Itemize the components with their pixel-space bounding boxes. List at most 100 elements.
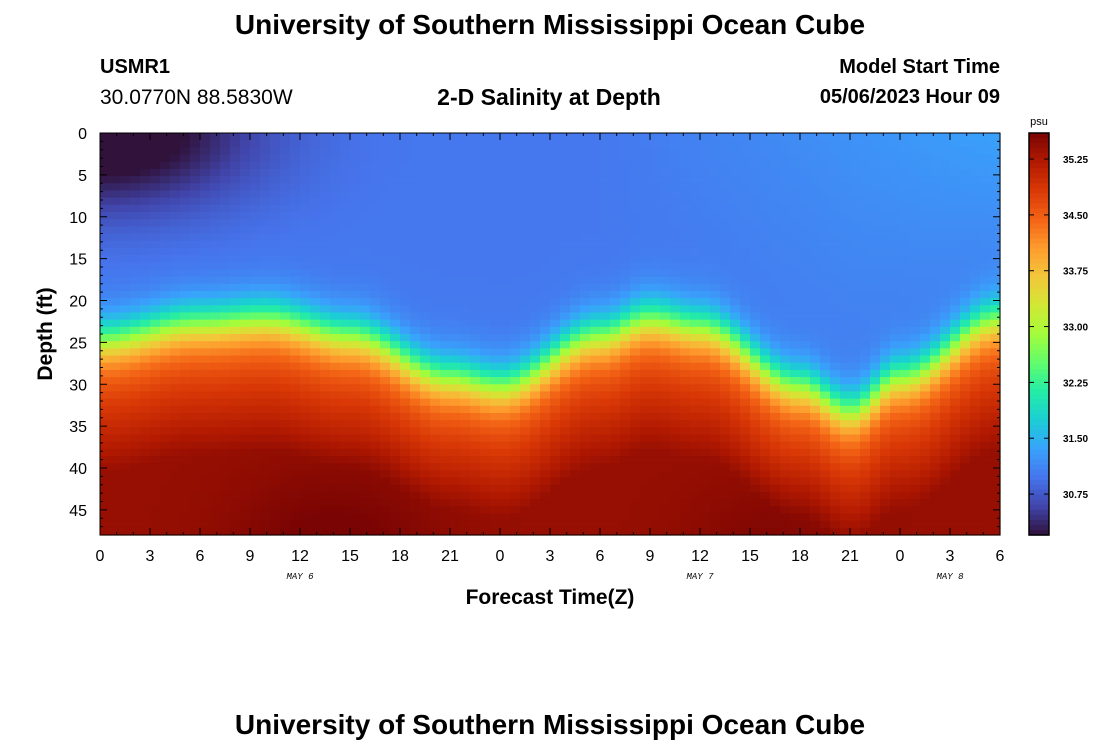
heatmap-cell: [360, 276, 371, 285]
heatmap-cell: [580, 161, 591, 170]
heatmap-cell: [720, 456, 731, 464]
heatmap-cell: [440, 420, 451, 428]
heatmap-cell: [820, 513, 831, 522]
heatmap-cell: [740, 197, 751, 206]
heatmap-cell: [270, 441, 281, 450]
heatmap-cell: [300, 161, 311, 170]
heatmap-cell: [740, 470, 751, 479]
heatmap-cell: [920, 211, 931, 220]
heatmap-cell: [440, 484, 451, 493]
heatmap-cell: [380, 434, 391, 443]
heatmap-cell: [880, 219, 891, 227]
heatmap-cell: [520, 247, 531, 256]
heatmap-cell: [210, 348, 221, 357]
heatmap-cell: [720, 226, 731, 235]
heatmap-cell: [150, 140, 161, 148]
heatmap-cell: [770, 240, 781, 249]
heatmap-cell: [160, 441, 171, 450]
heatmap-cell: [370, 298, 381, 306]
heatmap-cell: [700, 154, 711, 163]
heatmap-cell: [950, 348, 961, 357]
heatmap-cell: [290, 290, 301, 299]
heatmap-cell: [320, 470, 331, 479]
heatmap-cell: [750, 190, 761, 199]
heatmap-cell: [440, 520, 451, 529]
heatmap-cell: [390, 133, 401, 141]
heatmap-cell: [840, 384, 851, 393]
heatmap-cell: [340, 434, 351, 443]
heatmap-cell: [740, 420, 751, 428]
heatmap-cell: [690, 427, 701, 436]
heatmap-cell: [360, 176, 371, 184]
heatmap-cell: [480, 154, 491, 163]
heatmap-cell: [850, 484, 861, 493]
heatmap-cell: [660, 283, 671, 292]
heatmap-cell: [480, 312, 491, 321]
heatmap-cell: [280, 161, 291, 170]
heatmap-cell: [380, 384, 391, 393]
heatmap-cell: [780, 283, 791, 292]
heatmap-cell: [220, 412, 231, 421]
heatmap-cell: [170, 405, 181, 414]
heatmap-cell: [970, 240, 981, 249]
heatmap-cell: [980, 506, 991, 515]
heatmap-cell: [310, 161, 321, 170]
heatmap-cell: [410, 448, 421, 457]
heatmap-cell: [440, 441, 451, 450]
heatmap-cell: [870, 283, 881, 292]
heatmap-cell: [340, 355, 351, 364]
heatmap-cell: [750, 341, 761, 349]
heatmap-cell: [980, 262, 991, 270]
heatmap-cell: [460, 276, 471, 285]
heatmap-cell: [670, 190, 681, 199]
heatmap-cell: [140, 133, 151, 141]
heatmap-cell: [250, 341, 261, 349]
heatmap-cell: [750, 470, 761, 479]
heatmap-cell: [670, 326, 681, 335]
heatmap-cell: [780, 204, 791, 213]
heatmap-cell: [190, 377, 201, 385]
heatmap-cell: [710, 197, 721, 206]
heatmap-cell: [580, 190, 591, 199]
heatmap-cell: [810, 499, 821, 507]
heatmap-cell: [560, 334, 571, 342]
heatmap-cell: [400, 405, 411, 414]
heatmap-cell: [160, 527, 171, 536]
heatmap-cell: [670, 147, 681, 156]
heatmap-cell: [890, 427, 901, 436]
heatmap-cell: [170, 262, 181, 270]
heatmap-cell: [170, 276, 181, 285]
heatmap-cell: [920, 405, 931, 414]
heatmap-cell: [430, 398, 441, 407]
heatmap-cell: [540, 412, 551, 421]
heatmap-cell: [780, 369, 791, 378]
heatmap-cell: [430, 168, 441, 177]
heatmap-cell: [830, 477, 841, 486]
heatmap-cell: [570, 499, 581, 507]
heatmap-cell: [260, 420, 271, 428]
heatmap-cell: [750, 513, 761, 522]
heatmap-cell: [320, 255, 331, 263]
heatmap-cell: [470, 168, 481, 177]
heatmap-cell: [730, 319, 741, 328]
heatmap-cell: [350, 283, 361, 292]
heatmap-cell: [540, 219, 551, 227]
heatmap-cell: [200, 456, 211, 464]
heatmap-cell: [580, 470, 591, 479]
heatmap-cell: [360, 398, 371, 407]
heatmap-cell: [890, 477, 901, 486]
heatmap-cell: [650, 391, 661, 400]
heatmap-cell: [700, 183, 711, 192]
heatmap-cell: [640, 520, 651, 529]
heatmap-cell: [280, 499, 291, 507]
heatmap-cell: [610, 183, 621, 192]
heatmap-cell: [490, 405, 501, 414]
heatmap-cell: [720, 190, 731, 199]
heatmap-cell: [950, 477, 961, 486]
heatmap-cell: [690, 341, 701, 349]
heatmap-cell: [230, 355, 241, 364]
heatmap-cell: [190, 305, 201, 314]
heatmap-cell: [270, 513, 281, 522]
heatmap-cell: [710, 168, 721, 177]
heatmap-cell: [400, 219, 411, 227]
